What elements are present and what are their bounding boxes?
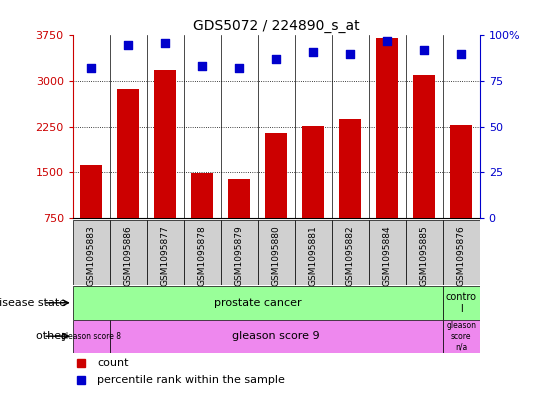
Text: prostate cancer: prostate cancer — [214, 298, 301, 308]
Bar — [110, 320, 443, 353]
Bar — [221, 220, 258, 285]
Text: GSM1095880: GSM1095880 — [272, 225, 281, 286]
Bar — [443, 220, 480, 285]
Bar — [369, 220, 406, 285]
Bar — [339, 119, 361, 218]
Bar — [154, 70, 176, 218]
Text: GSM1095885: GSM1095885 — [420, 225, 429, 286]
Text: gleason score 8: gleason score 8 — [61, 332, 121, 341]
Point — [420, 47, 429, 53]
Bar — [443, 320, 480, 353]
Bar — [331, 220, 369, 285]
Text: disease state: disease state — [0, 298, 73, 308]
Bar — [184, 220, 221, 285]
Bar — [191, 173, 213, 218]
Bar — [443, 286, 480, 320]
Text: contro
l: contro l — [446, 292, 476, 314]
Text: GSM1095876: GSM1095876 — [457, 225, 466, 286]
Text: GSM1095878: GSM1095878 — [198, 225, 207, 286]
Text: gleason
score
n/a: gleason score n/a — [446, 321, 476, 351]
Point — [272, 56, 281, 62]
Point — [161, 40, 170, 46]
Text: GSM1095884: GSM1095884 — [383, 225, 392, 286]
Text: count: count — [97, 358, 129, 367]
Bar — [406, 220, 443, 285]
Text: GSM1095882: GSM1095882 — [345, 225, 355, 286]
Text: GSM1095883: GSM1095883 — [87, 225, 96, 286]
Point — [87, 65, 95, 72]
Bar — [117, 89, 140, 218]
Bar — [450, 125, 472, 218]
Point — [309, 49, 317, 55]
Bar — [147, 220, 184, 285]
Bar — [295, 220, 331, 285]
Point — [124, 41, 133, 48]
Text: other: other — [36, 331, 73, 341]
Text: GSM1095877: GSM1095877 — [161, 225, 170, 286]
Bar — [302, 125, 324, 218]
Bar — [258, 220, 295, 285]
Point — [198, 63, 206, 70]
Bar — [73, 220, 110, 285]
Bar — [376, 39, 398, 218]
Bar — [110, 220, 147, 285]
Text: GSM1095886: GSM1095886 — [124, 225, 133, 286]
Text: percentile rank within the sample: percentile rank within the sample — [97, 375, 285, 385]
Point — [457, 50, 466, 57]
Bar — [265, 133, 287, 218]
Point — [383, 38, 391, 44]
Point — [235, 65, 244, 72]
Title: GDS5072 / 224890_s_at: GDS5072 / 224890_s_at — [193, 19, 360, 33]
Bar — [413, 75, 436, 218]
Point — [346, 50, 355, 57]
Text: GSM1095879: GSM1095879 — [235, 225, 244, 286]
Text: GSM1095881: GSM1095881 — [309, 225, 317, 286]
Bar — [73, 320, 110, 353]
Bar — [228, 178, 250, 218]
Text: gleason score 9: gleason score 9 — [232, 331, 320, 341]
Bar — [80, 165, 102, 218]
